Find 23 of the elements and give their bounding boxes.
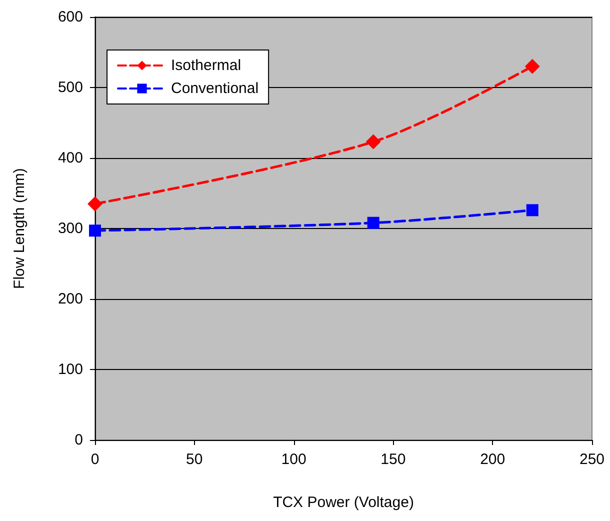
x-axis-title: TCX Power (Voltage) [273, 494, 414, 511]
point [524, 58, 540, 74]
y-tick-label: 600 [58, 8, 83, 26]
x-tick-label: 250 [579, 451, 605, 468]
x-tick-label: 150 [380, 451, 406, 468]
point [367, 216, 380, 229]
legend-label: Conventional [171, 80, 259, 97]
y-tick-label: 300 [58, 220, 83, 237]
point [526, 204, 538, 216]
x-tick-label: 0 [90, 451, 100, 468]
legend-label: Isothermal [171, 57, 242, 74]
y-tick-label: 200 [58, 290, 83, 308]
y-tick-label: 500 [58, 79, 83, 96]
x-tick-label: 50 [186, 451, 203, 468]
x-tick-label: 200 [480, 451, 506, 468]
y-tick-label: 100 [58, 361, 83, 378]
y-tick-label: 0 [74, 432, 83, 448]
point [89, 224, 101, 237]
y-tick-label: 400 [58, 150, 83, 166]
y-axis-title: Flow Length (mm) [11, 168, 28, 289]
point [366, 134, 381, 150]
x-tick-label: 100 [281, 451, 306, 468]
point [88, 196, 102, 212]
